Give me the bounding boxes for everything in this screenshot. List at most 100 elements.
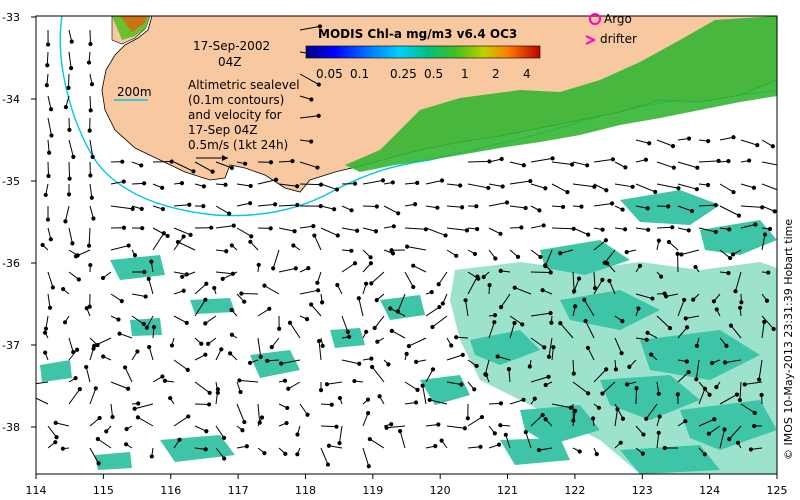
- velocity-arrow-head: [577, 449, 582, 454]
- velocity-arrow-head: [89, 82, 95, 87]
- velocity-arrow: [465, 300, 469, 317]
- velocity-arrow: [110, 293, 123, 302]
- velocity-arrow-head: [151, 325, 157, 330]
- velocity-arrow-head: [492, 313, 498, 318]
- velocity-arrow: [719, 136, 734, 141]
- velocity-arrow-head: [454, 335, 459, 340]
- velocity-arrow-head: [262, 451, 267, 456]
- velocity-arrow-head: [726, 270, 731, 276]
- velocity-arrow-head: [149, 454, 154, 459]
- velocity-arrow: [530, 183, 546, 189]
- velocity-arrow-head: [486, 185, 491, 191]
- velocity-arrow-head: [43, 326, 49, 331]
- velocity-arrow: [68, 161, 71, 179]
- velocity-arrow-head: [527, 364, 532, 369]
- velocity-arrow-head: [45, 42, 51, 47]
- velocity-arrow: [173, 315, 187, 324]
- velocity-arrow-head: [207, 390, 212, 395]
- velocity-arrow: [614, 409, 618, 427]
- velocity-arrow-head: [315, 165, 320, 170]
- velocity-arrow: [299, 183, 322, 186]
- velocity-arrow-head: [560, 204, 566, 210]
- velocity-arrow-head: [503, 432, 508, 437]
- velocity-arrow-head: [694, 377, 699, 382]
- velocity-arrow-head: [367, 436, 372, 442]
- velocity-arrow: [289, 322, 301, 339]
- velocity-arrow: [390, 308, 406, 317]
- velocity-arrow: [572, 278, 580, 295]
- velocity-arrow: [572, 381, 589, 394]
- velocity-arrow-head: [398, 428, 403, 434]
- velocity-arrow-head: [495, 354, 500, 359]
- velocity-arrow-head: [722, 360, 728, 365]
- velocity-arrow-head: [460, 352, 465, 357]
- velocity-arrow: [608, 280, 616, 295]
- velocity-arrow-head: [325, 462, 331, 467]
- velocity-arrow-head: [285, 405, 290, 411]
- x-axis: 114 115 116 117 118 119 120 121 122 123 124 125: [26, 474, 788, 497]
- velocity-arrow-head: [180, 274, 185, 279]
- velocity-arrow: [656, 432, 660, 449]
- velocity-arrow: [429, 399, 448, 405]
- velocity-arrow-head: [714, 307, 719, 312]
- velocity-arrow-head: [43, 192, 48, 198]
- velocity-arrow: [362, 179, 384, 185]
- velocity-arrow: [593, 369, 607, 383]
- velocity-arrow-head: [686, 370, 691, 375]
- velocity-arrow-head: [686, 228, 691, 233]
- velocity-arrow-head: [369, 356, 374, 361]
- velocity-arrow-head: [329, 402, 334, 407]
- velocity-arrow: [728, 425, 742, 440]
- velocity-arrow-head: [73, 376, 78, 381]
- velocity-arrow: [299, 115, 319, 119]
- velocity-arrow-head: [356, 296, 361, 301]
- plot-frame: [35, 15, 778, 475]
- velocity-arrow-head: [132, 253, 138, 258]
- velocity-arrow-head: [493, 256, 498, 261]
- velocity-arrow: [47, 271, 54, 288]
- velocity-arrow-head: [751, 185, 757, 190]
- velocity-arrow-head: [222, 456, 227, 461]
- velocity-arrow: [97, 438, 112, 449]
- velocity-arrow: [281, 359, 301, 365]
- velocity-arrow: [719, 249, 731, 259]
- velocity-arrow-head: [335, 282, 340, 288]
- velocity-arrow-head: [54, 435, 59, 440]
- y-tick-label: -36: [2, 257, 20, 270]
- velocity-arrow-head: [160, 206, 165, 212]
- velocity-arrow: [194, 299, 206, 317]
- velocity-arrow-head: [420, 383, 425, 388]
- velocity-arrow: [110, 181, 124, 185]
- velocity-arrow: [412, 265, 427, 273]
- velocity-arrow-head: [600, 227, 605, 232]
- velocity-arrow: [47, 161, 50, 176]
- velocity-arrow-head: [324, 382, 330, 387]
- velocity-arrow: [371, 366, 385, 383]
- velocity-arrow: [257, 179, 277, 185]
- velocity-arrow-head: [640, 451, 645, 456]
- velocity-arrow: [761, 315, 775, 330]
- velocity-arrow-head: [458, 183, 463, 188]
- velocity-arrow-head: [147, 344, 152, 350]
- velocity-arrow-head: [519, 225, 524, 230]
- velocity-arrow-head: [389, 328, 394, 333]
- velocity-arrow-head: [728, 255, 733, 261]
- velocity-arrow: [677, 205, 693, 212]
- velocity-arrow: [572, 183, 595, 188]
- velocity-arrow-head: [97, 415, 102, 421]
- velocity-arrow: [614, 403, 624, 419]
- velocity-arrow-head: [27, 383, 30, 386]
- velocity-arrow: [740, 223, 756, 229]
- velocity-arrow-head: [653, 189, 658, 195]
- velocity-arrow: [677, 371, 689, 383]
- velocity-arrow-head: [605, 261, 610, 266]
- velocity-arrow-head: [487, 282, 492, 288]
- velocity-arrow-head: [268, 160, 274, 165]
- velocity-arrow-head: [722, 427, 727, 432]
- velocity-arrow-head: [384, 425, 389, 430]
- velocity-arrow: [299, 403, 308, 416]
- velocity-arrow-head: [662, 445, 667, 451]
- velocity-arrow-head: [101, 354, 106, 359]
- velocity-arrow-head: [309, 97, 314, 102]
